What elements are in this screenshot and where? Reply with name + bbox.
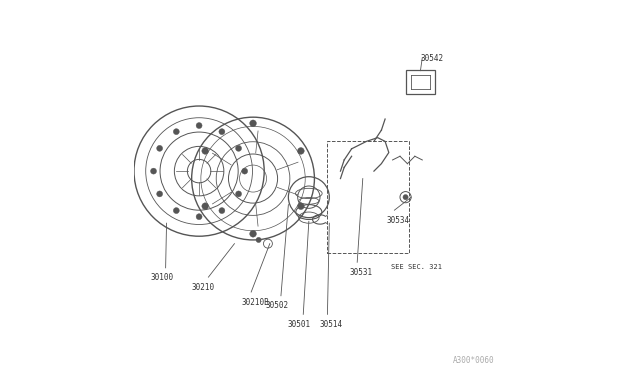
Text: A300*0060: A300*0060 [453, 356, 495, 365]
Text: 30502: 30502 [266, 301, 289, 310]
Circle shape [256, 237, 261, 243]
Circle shape [219, 208, 225, 214]
Circle shape [236, 191, 241, 197]
Text: 30501: 30501 [288, 320, 311, 329]
Text: 30542: 30542 [420, 54, 443, 63]
Circle shape [202, 148, 209, 154]
Circle shape [157, 191, 163, 197]
Circle shape [403, 195, 408, 200]
Text: 30100: 30100 [150, 273, 173, 282]
Circle shape [242, 168, 248, 174]
Circle shape [196, 123, 202, 129]
Circle shape [250, 120, 257, 126]
Circle shape [157, 145, 163, 151]
Circle shape [202, 203, 209, 209]
Circle shape [236, 145, 241, 151]
Text: 30514: 30514 [319, 320, 343, 329]
Text: 30534: 30534 [387, 216, 410, 225]
Text: SEE SEC. 321: SEE SEC. 321 [391, 264, 442, 270]
Circle shape [196, 214, 202, 219]
Circle shape [150, 168, 157, 174]
Text: 30210B: 30210B [241, 298, 269, 307]
Text: 30210: 30210 [191, 283, 214, 292]
Circle shape [173, 208, 179, 214]
Text: 30531: 30531 [349, 268, 372, 277]
Circle shape [250, 230, 257, 237]
Bar [328, 141, 410, 253]
Circle shape [219, 129, 225, 135]
Circle shape [298, 203, 304, 209]
Circle shape [298, 148, 304, 154]
Circle shape [173, 129, 179, 135]
